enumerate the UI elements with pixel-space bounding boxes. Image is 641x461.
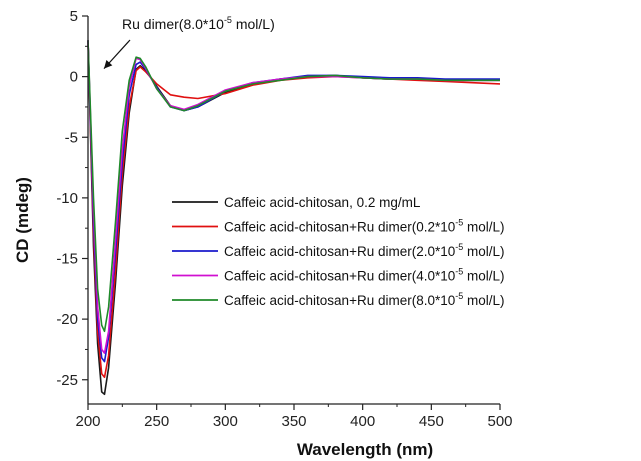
x-tick-label: 200 <box>75 413 100 430</box>
annotation-arrowhead <box>104 60 113 69</box>
legend-label-3: Caffeic acid-chitosan+Ru dimer(2.0*10-5 … <box>224 242 505 259</box>
legend-label-4: Caffeic acid-chitosan+Ru dimer(4.0*10-5 … <box>224 267 505 284</box>
x-tick-label: 350 <box>281 413 306 430</box>
y-tick-label: -25 <box>56 372 78 389</box>
axes-layer: 200 250 300 350 400 450 500 5 0 -5 -10 -15 -20 -25 <box>56 8 512 430</box>
y-tick-label: -15 <box>56 251 78 268</box>
legend-label-1: Caffeic acid-chitosan, 0.2 mg/mL <box>224 195 421 210</box>
annotation-label: Ru dimer(8.0*10-5 mol/L) <box>122 15 275 32</box>
annotation-layer: Ru dimer(8.0*10-5 mol/L) <box>103 15 275 70</box>
series-line-1 <box>87 40 500 396</box>
series-line-5 <box>87 40 500 333</box>
y-tick-label: -5 <box>65 129 78 146</box>
x-axis-title: Wavelength (nm) <box>297 440 433 459</box>
series-layer <box>87 40 501 396</box>
x-tick-label: 450 <box>419 413 444 430</box>
y-tick-label: 5 <box>70 8 78 25</box>
y-tick-label: -20 <box>56 311 78 328</box>
y-tick-label: -10 <box>56 190 78 207</box>
legend-label-5: Caffeic acid-chitosan+Ru dimer(8.0*10-5 … <box>224 291 505 308</box>
x-tick-label: 400 <box>350 413 375 430</box>
x-tick-label: 300 <box>213 413 238 430</box>
x-tick-label: 500 <box>487 413 512 430</box>
y-tick-label: 0 <box>70 69 78 86</box>
legend-label-2: Caffeic acid-chitosan+Ru dimer(0.2*10-5 … <box>224 218 505 235</box>
y-axis-title: CD (mdeg) <box>13 177 32 263</box>
x-tick-label: 250 <box>144 413 169 430</box>
legend: Caffeic acid-chitosan, 0.2 mg/mL Caffeic … <box>172 195 505 308</box>
